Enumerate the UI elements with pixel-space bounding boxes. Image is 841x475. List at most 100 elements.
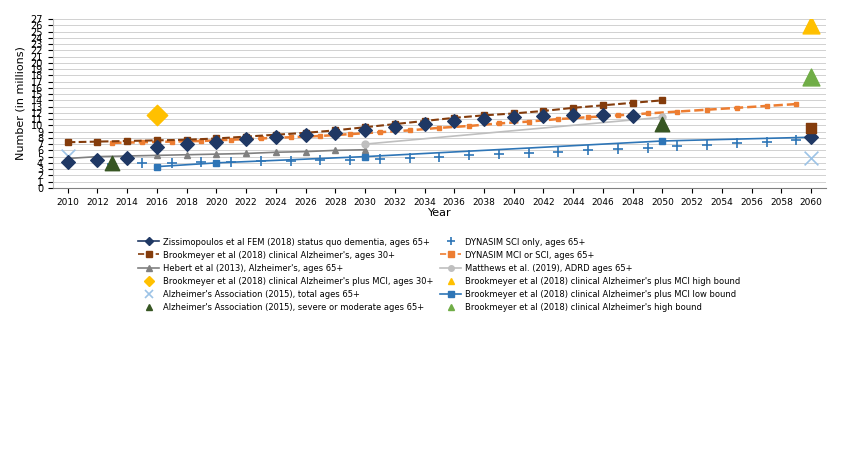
DYNASIM SCI only, ages 65+	[463, 152, 476, 159]
Zissimopoulos et al FEM (2018) status quo dementia, ages 65+	[358, 126, 372, 133]
Brookmeyer et al (2018) clinical Alzheimer's, ages 30+	[300, 130, 310, 136]
DYNASIM MCI or SCI, ages 65+	[405, 127, 415, 133]
Matthews et al. (2019), ADRD ages 65+	[658, 114, 668, 120]
Y-axis label: Number (in millions): Number (in millions)	[15, 47, 25, 161]
Zissimopoulos et al FEM (2018) status quo dementia, ages 65+	[151, 143, 164, 151]
DYNASIM SCI only, ages 65+	[790, 136, 803, 144]
Hebert et al (2013), Alzheimer's, ages 65+	[62, 156, 72, 162]
Brookmeyer et al (2018) clinical Alzheimer's, ages 30+	[598, 103, 608, 108]
DYNASIM SCI only, ages 65+	[343, 156, 357, 163]
Brookmeyer et al (2018) clinical Alzheimer's, ages 30+	[271, 132, 281, 138]
Hebert et al (2013), Alzheimer's, ages 65+	[331, 148, 341, 153]
Zissimopoulos et al FEM (2018) status quo dementia, ages 65+	[507, 114, 521, 121]
DYNASIM SCI only, ages 65+	[432, 153, 446, 161]
Zissimopoulos et al FEM (2018) status quo dementia, ages 65+	[61, 159, 74, 166]
Zissimopoulos et al FEM (2018) status quo dementia, ages 65+	[626, 112, 639, 120]
Zissimopoulos et al FEM (2018) status quo dementia, ages 65+	[299, 132, 312, 139]
DYNASIM MCI or SCI, ages 65+	[434, 125, 444, 131]
Point	[804, 124, 817, 132]
Brookmeyer et al (2018) clinical Alzheimer's, ages 30+	[241, 134, 251, 140]
DYNASIM MCI or SCI, ages 65+	[791, 101, 801, 107]
DYNASIM MCI or SCI, ages 65+	[226, 137, 236, 142]
Brookmeyer et al (2018) clinical Alzheimer's, ages 30+	[331, 127, 341, 133]
DYNASIM MCI or SCI, ages 65+	[702, 107, 712, 113]
Zissimopoulos et al FEM (2018) status quo dementia, ages 65+	[418, 120, 431, 128]
Brookmeyer et al (2018) clinical Alzheimer's, ages 30+	[360, 124, 370, 130]
Zissimopoulos et al FEM (2018) status quo dementia, ages 65+	[596, 111, 610, 118]
DYNASIM MCI or SCI, ages 65+	[761, 103, 771, 109]
Brookmeyer et al (2018) clinical Alzheimer's, ages 30+	[211, 136, 221, 142]
Zissimopoulos et al FEM (2018) status quo dementia, ages 65+	[447, 117, 461, 125]
Line: Matthews et al. (2019), ADRD ages 65+: Matthews et al. (2019), ADRD ages 65+	[362, 114, 666, 148]
Zissimopoulos et al FEM (2018) status quo dementia, ages 65+	[804, 133, 817, 141]
DYNASIM SCI only, ages 65+	[254, 157, 267, 165]
Zissimopoulos et al FEM (2018) status quo dementia, ages 65+	[91, 157, 104, 164]
DYNASIM MCI or SCI, ages 65+	[494, 121, 504, 126]
DYNASIM MCI or SCI, ages 65+	[137, 139, 147, 145]
Hebert et al (2013), Alzheimer's, ages 65+	[241, 151, 251, 156]
DYNASIM MCI or SCI, ages 65+	[256, 136, 266, 142]
Hebert et al (2013), Alzheimer's, ages 65+	[182, 152, 192, 158]
X-axis label: Year: Year	[427, 208, 452, 218]
Alzheimer's Association (2015), severe or moderate ages 65+	[105, 160, 119, 167]
DYNASIM SCI only, ages 65+	[670, 142, 684, 150]
Brookmeyer et al (2018) clinical Alzheimer's, ages 30+	[182, 137, 192, 142]
Hebert et al (2013), Alzheimer's, ages 65+	[93, 154, 103, 160]
DYNASIM SCI only, ages 65+	[314, 157, 327, 164]
Brookmeyer et al (2018) clinical Alzheimer's, ages 30+	[152, 137, 162, 143]
DYNASIM SCI only, ages 65+	[759, 138, 773, 145]
DYNASIM MCI or SCI, ages 65+	[643, 111, 653, 116]
Brookmeyer et al (2018) clinical Alzheimer's, ages 30+	[627, 100, 637, 105]
DYNASIM MCI or SCI, ages 65+	[464, 123, 474, 129]
Matthews et al. (2019), ADRD ages 65+	[360, 141, 370, 147]
Line: DYNASIM MCI or SCI, ages 65+: DYNASIM MCI or SCI, ages 65+	[110, 102, 798, 145]
Hebert et al (2013), Alzheimer's, ages 65+	[271, 150, 281, 155]
Line: Hebert et al (2013), Alzheimer's, ages 65+: Hebert et al (2013), Alzheimer's, ages 6…	[64, 146, 368, 162]
DYNASIM SCI only, ages 65+	[641, 144, 654, 152]
Brookmeyer et al (2018) clinical Alzheimer's plus MCI low bound	[360, 154, 370, 160]
DYNASIM MCI or SCI, ages 65+	[345, 131, 355, 137]
DYNASIM MCI or SCI, ages 65+	[583, 114, 593, 120]
DYNASIM SCI only, ages 65+	[701, 141, 714, 149]
Zissimopoulos et al FEM (2018) status quo dementia, ages 65+	[240, 135, 253, 143]
Brookmeyer et al (2018) clinical Alzheimer's, ages 30+	[569, 105, 579, 111]
DYNASIM SCI only, ages 65+	[611, 145, 625, 153]
DYNASIM MCI or SCI, ages 65+	[197, 138, 207, 144]
DYNASIM SCI only, ages 65+	[135, 160, 149, 167]
Zissimopoulos et al FEM (2018) status quo dementia, ages 65+	[209, 138, 223, 146]
DYNASIM SCI only, ages 65+	[581, 147, 595, 154]
Brookmeyer et al (2018) clinical Alzheimer's, ages 30+	[62, 139, 72, 145]
DYNASIM SCI only, ages 65+	[403, 154, 416, 162]
Zissimopoulos et al FEM (2018) status quo dementia, ages 65+	[269, 133, 283, 141]
Zissimopoulos et al FEM (2018) status quo dementia, ages 65+	[388, 124, 401, 131]
Zissimopoulos et al FEM (2018) status quo dementia, ages 65+	[120, 155, 134, 162]
DYNASIM MCI or SCI, ages 65+	[524, 119, 534, 124]
Legend: Zissimopoulos et al FEM (2018) status quo dementia, ages 65+, Brookmeyer et al (: Zissimopoulos et al FEM (2018) status qu…	[135, 234, 744, 316]
DYNASIM MCI or SCI, ages 65+	[167, 139, 177, 144]
DYNASIM MCI or SCI, ages 65+	[613, 113, 623, 118]
DYNASIM SCI only, ages 65+	[195, 159, 209, 166]
DYNASIM SCI only, ages 65+	[105, 161, 119, 168]
Brookmeyer et al (2018) clinical Alzheimer's plus MCI high bound	[804, 21, 817, 28]
DYNASIM MCI or SCI, ages 65+	[672, 109, 682, 114]
Brookmeyer et al (2018) clinical Alzheimer's high bound	[804, 73, 817, 81]
Brookmeyer et al (2018) clinical Alzheimer's, ages 30+	[420, 118, 430, 124]
Brookmeyer et al (2018) clinical Alzheimer's, ages 30+	[479, 113, 489, 118]
Zissimopoulos et al FEM (2018) status quo dementia, ages 65+	[329, 129, 342, 137]
Brookmeyer et al (2018) clinical Alzheimer's, ages 30+	[509, 111, 519, 116]
Brookmeyer et al (2018) clinical Alzheimer's, ages 30+	[658, 97, 668, 103]
DYNASIM SCI only, ages 65+	[492, 150, 505, 158]
Brookmeyer et al (2018) clinical Alzheimer's plus MCI low bound	[152, 164, 162, 170]
Zissimopoulos et al FEM (2018) status quo dementia, ages 65+	[180, 140, 193, 148]
DYNASIM SCI only, ages 65+	[373, 155, 387, 163]
Brookmeyer et al (2018) clinical Alzheimer's plus MCI low bound	[211, 160, 221, 166]
Brookmeyer et al (2018) clinical Alzheimer's, ages 30+	[122, 138, 132, 144]
Brookmeyer et al (2018) clinical Alzheimer's, ages 30+	[538, 108, 548, 114]
DYNASIM SCI only, ages 65+	[552, 148, 565, 155]
Hebert et al (2013), Alzheimer's, ages 65+	[300, 149, 310, 154]
DYNASIM SCI only, ages 65+	[284, 157, 298, 165]
Brookmeyer et al (2018) clinical Alzheimer's plus MCI, ages 30+	[151, 111, 164, 118]
Alzheimer's Association (2015), total ages 65+	[61, 152, 74, 160]
DYNASIM MCI or SCI, ages 65+	[375, 129, 385, 135]
Brookmeyer et al (2018) clinical Alzheimer's, ages 30+	[389, 121, 399, 127]
